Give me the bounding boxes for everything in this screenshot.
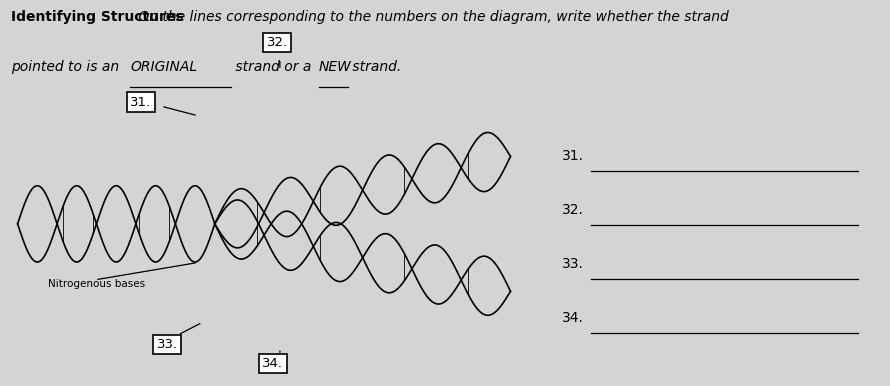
Text: 32.: 32. [267, 36, 287, 49]
Text: 31.: 31. [562, 149, 584, 163]
Text: strand or a: strand or a [231, 60, 316, 74]
Text: 34.: 34. [562, 312, 584, 325]
Text: ORIGINAL: ORIGINAL [130, 60, 198, 74]
Text: NEW: NEW [319, 60, 352, 74]
Text: 31.: 31. [130, 96, 151, 109]
Text: strand.: strand. [348, 60, 400, 74]
Text: pointed to is an: pointed to is an [12, 60, 124, 74]
Text: Identifying Structures: Identifying Structures [12, 10, 184, 24]
Text: 32.: 32. [562, 203, 584, 217]
Text: On the lines corresponding to the numbers on the diagram, write whether the stra: On the lines corresponding to the number… [134, 10, 729, 24]
Text: 33.: 33. [562, 257, 584, 271]
Text: Nitrogenous bases: Nitrogenous bases [48, 279, 146, 289]
Text: 34.: 34. [263, 357, 283, 370]
Text: 33.: 33. [157, 338, 178, 351]
